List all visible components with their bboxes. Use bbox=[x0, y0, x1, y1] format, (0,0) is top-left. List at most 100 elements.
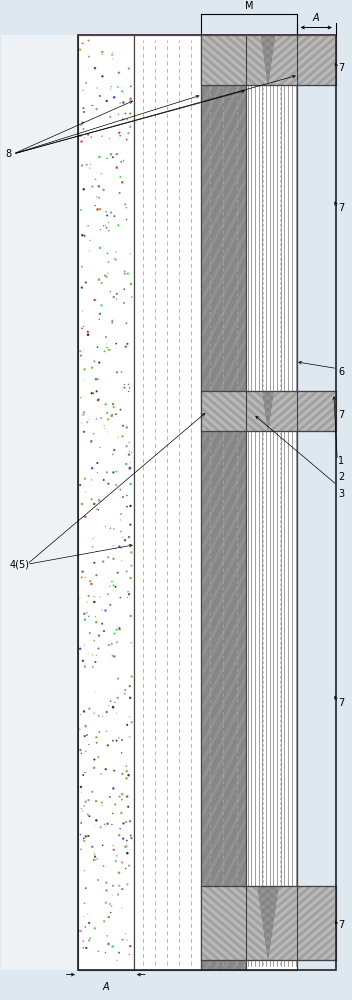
Point bbox=[78, 815, 84, 831]
Point bbox=[128, 444, 134, 460]
Point bbox=[116, 945, 122, 961]
Point bbox=[81, 767, 86, 783]
Point bbox=[127, 443, 132, 459]
Point bbox=[122, 266, 128, 282]
Point bbox=[125, 876, 130, 892]
Point bbox=[95, 943, 101, 959]
Point bbox=[104, 93, 109, 109]
Point bbox=[128, 544, 134, 560]
Point bbox=[97, 201, 103, 217]
Point bbox=[79, 784, 84, 800]
Point bbox=[87, 808, 92, 824]
Point bbox=[92, 752, 97, 768]
Point bbox=[123, 339, 128, 355]
Point bbox=[117, 125, 122, 141]
Point bbox=[121, 153, 126, 169]
Point bbox=[95, 455, 100, 471]
Point bbox=[122, 839, 128, 855]
Text: 7: 7 bbox=[338, 698, 344, 708]
Point bbox=[112, 648, 117, 664]
Point bbox=[89, 491, 94, 507]
Point bbox=[109, 408, 114, 424]
Point bbox=[92, 60, 98, 76]
Point bbox=[113, 579, 118, 595]
Point bbox=[96, 708, 101, 724]
Point bbox=[88, 129, 94, 145]
Point bbox=[104, 883, 109, 899]
Point bbox=[100, 46, 106, 62]
Point bbox=[88, 433, 94, 449]
Point bbox=[103, 473, 108, 489]
Point bbox=[80, 803, 85, 819]
Point bbox=[80, 35, 86, 51]
Point bbox=[109, 898, 114, 914]
Point bbox=[94, 812, 99, 828]
Point bbox=[78, 923, 84, 939]
Point bbox=[119, 881, 125, 897]
Point bbox=[120, 112, 126, 128]
Point bbox=[85, 127, 91, 143]
Point bbox=[119, 174, 125, 190]
Point bbox=[128, 558, 134, 574]
Point bbox=[108, 520, 113, 536]
Point bbox=[96, 628, 102, 644]
Point bbox=[83, 570, 88, 586]
Point bbox=[77, 343, 83, 359]
Point bbox=[111, 842, 117, 858]
Point bbox=[118, 506, 124, 522]
Point bbox=[126, 376, 131, 392]
Point bbox=[99, 795, 105, 811]
Point bbox=[112, 694, 118, 710]
Point bbox=[92, 555, 97, 571]
Point bbox=[104, 336, 110, 352]
Point bbox=[112, 442, 117, 458]
Point bbox=[115, 79, 121, 95]
Point bbox=[125, 266, 131, 282]
Point bbox=[90, 647, 95, 663]
Point bbox=[106, 223, 112, 239]
Point bbox=[82, 728, 88, 744]
Point bbox=[111, 763, 117, 779]
Point bbox=[77, 923, 83, 939]
Point bbox=[117, 821, 123, 837]
Point bbox=[86, 737, 92, 753]
Point bbox=[78, 706, 83, 722]
Text: 2: 2 bbox=[338, 472, 344, 482]
Point bbox=[110, 45, 116, 61]
Point bbox=[104, 405, 110, 421]
Point bbox=[82, 228, 88, 244]
Point bbox=[82, 361, 87, 377]
Text: A: A bbox=[313, 13, 320, 23]
Point bbox=[113, 464, 119, 480]
Point bbox=[110, 397, 116, 413]
Point bbox=[125, 111, 130, 127]
Point bbox=[123, 926, 128, 942]
Point bbox=[127, 709, 132, 725]
Point bbox=[94, 501, 100, 517]
Point bbox=[112, 208, 117, 224]
Point bbox=[124, 132, 130, 148]
Point bbox=[83, 509, 88, 525]
Point bbox=[107, 130, 112, 146]
Point bbox=[100, 44, 105, 60]
Point bbox=[129, 635, 134, 651]
Point bbox=[82, 895, 87, 911]
Point bbox=[127, 938, 133, 954]
Point bbox=[105, 245, 110, 261]
Point bbox=[94, 567, 99, 583]
Point bbox=[115, 565, 121, 581]
Point bbox=[114, 622, 119, 638]
Point bbox=[113, 853, 119, 869]
Point bbox=[127, 460, 133, 476]
Point bbox=[89, 97, 95, 113]
Point bbox=[89, 385, 94, 401]
Point bbox=[115, 146, 120, 162]
Point bbox=[92, 353, 97, 369]
Point bbox=[124, 838, 129, 854]
Point bbox=[118, 402, 123, 418]
Point bbox=[104, 704, 109, 720]
Point bbox=[114, 364, 120, 380]
Text: 7: 7 bbox=[338, 203, 344, 213]
Point bbox=[100, 554, 106, 570]
Point bbox=[97, 306, 103, 322]
